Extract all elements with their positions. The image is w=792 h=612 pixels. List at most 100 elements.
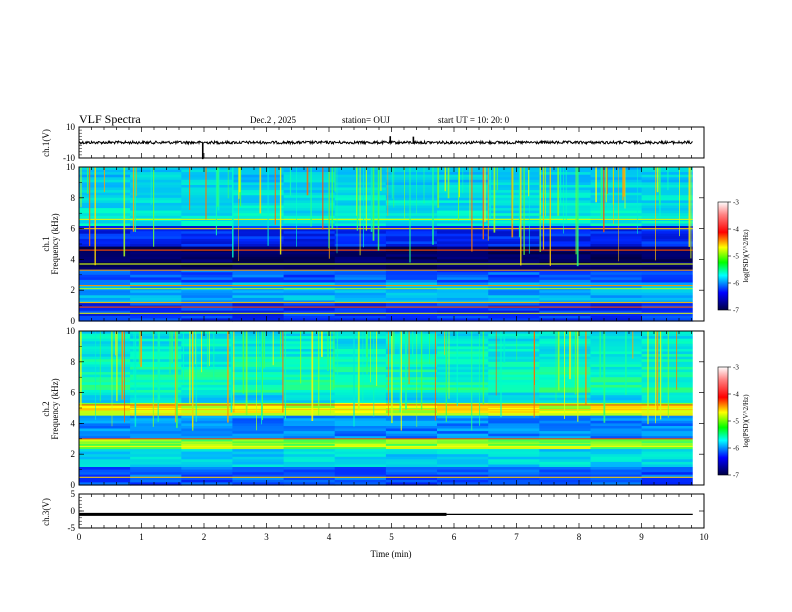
spectrogram-cell [437, 426, 489, 430]
spectrogram-cell [590, 313, 643, 317]
spectrogram-cell [488, 208, 540, 212]
spectrogram-cell [641, 226, 694, 230]
spectrogram-cell [437, 336, 489, 340]
spectrogram-cell [385, 200, 438, 204]
spectrogram-cell [488, 174, 540, 178]
spectrogram-cell [181, 185, 233, 189]
spectrogram-cell [181, 310, 233, 314]
spectrogram-cell [590, 177, 643, 181]
spectrogram-cell [181, 236, 233, 240]
spectrogram-cell [181, 449, 233, 453]
spectrogram-cell [232, 313, 285, 317]
spectrogram-cell [488, 308, 540, 312]
spectrogram-cell [79, 192, 131, 196]
spectrogram-cell [437, 410, 489, 414]
spectrogram-cell [488, 482, 540, 486]
spectrogram-cell [181, 267, 233, 271]
spectrogram-cell [590, 208, 643, 212]
spectrogram-cell [181, 259, 233, 263]
spectrogram-cell [283, 364, 336, 368]
spectrogram-cell [334, 359, 387, 363]
spectrogram-cell [334, 410, 387, 414]
spectrogram-cell [181, 436, 233, 440]
spectrogram-cell [437, 405, 489, 409]
spectrogram-cell [641, 390, 694, 394]
spectrogram-cell [539, 479, 591, 484]
spectrogram-cell [283, 238, 336, 243]
spectrogram-cell [130, 369, 182, 373]
spectrogram-cell [232, 182, 285, 186]
spectrogram-cell [130, 354, 182, 358]
spectrogram-cell [232, 264, 285, 268]
spectrogram-cell [539, 449, 591, 453]
spectrogram-cell [641, 338, 694, 342]
spectrogram-cell [79, 195, 131, 199]
spectrogram-cell [539, 282, 591, 286]
spectrogram-cell [79, 418, 131, 422]
spectrogram-cell [334, 190, 387, 194]
spectrogram-cell [232, 279, 285, 284]
spectrogram-cell [181, 426, 233, 430]
spectrogram-cell [334, 364, 387, 368]
spectrogram-cell [437, 341, 489, 345]
spectrogram-cell [590, 195, 643, 199]
spectrogram-cell [437, 464, 489, 468]
spectrogram-cell [641, 213, 694, 217]
spectrogram-cell [385, 333, 438, 337]
spectrogram-cell [232, 210, 285, 214]
spectrogram-cell [334, 361, 387, 365]
spectrogram-cell [539, 482, 591, 486]
spectrogram-cell [437, 215, 489, 219]
spectrogram-cell [385, 369, 438, 373]
spectrogram-cell [181, 269, 233, 273]
spectrogram-cell [181, 361, 233, 365]
spectrogram-cell [590, 233, 643, 237]
spectrogram-cell [334, 182, 387, 186]
spectrogram-cell [232, 285, 285, 289]
spectrogram-cell [437, 313, 489, 317]
spectrogram-cell [283, 469, 336, 473]
spectrogram-cell [539, 254, 591, 258]
spectrogram-cell [79, 392, 131, 396]
spectrogram-cell [385, 454, 438, 458]
spectrogram-cell [385, 426, 438, 430]
spectrogram-cell [385, 341, 438, 345]
spectrogram-cell [334, 454, 387, 458]
spectrogram-cell [590, 269, 643, 273]
ch2-spectrogram-panel: 0 2 4 6 8 10 [66, 326, 705, 490]
spectrogram-cell [590, 246, 643, 250]
spectrogram-cell [232, 433, 285, 437]
spectrogram-cell [641, 387, 694, 391]
spectrogram-cell [283, 202, 336, 207]
spectrogram-cell [232, 377, 285, 381]
spectrogram-cell [181, 341, 233, 345]
spectrogram-cell [181, 336, 233, 340]
spectrogram-cell [488, 384, 540, 389]
spectrogram-cell [539, 167, 591, 171]
spectrogram-cell [181, 459, 233, 463]
spectrogram-cell [334, 264, 387, 268]
spectrogram-cell [539, 236, 591, 240]
spectrogram-cell [385, 282, 438, 286]
spectrogram-cell [79, 459, 131, 463]
spectrogram-cell [437, 315, 489, 320]
spectrogram-cell [488, 277, 540, 281]
spectrogram-cell [334, 420, 387, 424]
spectrogram-cell [181, 469, 233, 473]
spectrogram-cell [641, 241, 694, 245]
spectrogram-cell [437, 259, 489, 263]
spectrogram-cell [641, 438, 694, 442]
spectrogram-cell [385, 236, 438, 240]
spectrogram-cell [488, 431, 540, 435]
freq-tick-label: 10 [66, 162, 76, 172]
spectrogram-cell [130, 333, 182, 337]
spectrogram-cell [181, 192, 233, 196]
spectrogram-cell [334, 400, 387, 404]
spectrogram-cell [232, 467, 285, 471]
spectrogram-cell [590, 405, 643, 409]
spectrogram-cell [334, 438, 387, 442]
spectrogram-cell [232, 446, 285, 450]
spectrogram-cell [437, 443, 489, 448]
spectrogram-cell [641, 400, 694, 404]
spectrogram-cell [130, 392, 182, 396]
